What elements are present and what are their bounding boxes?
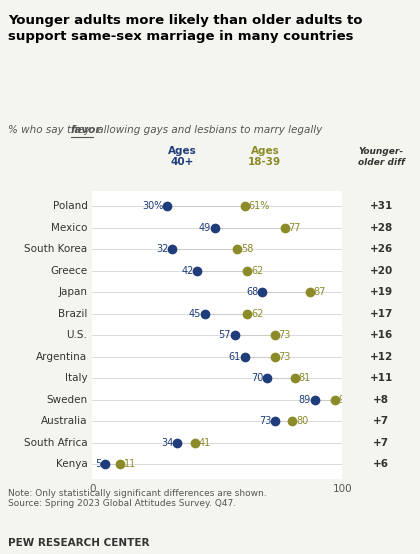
Text: Ages: Ages — [250, 146, 279, 156]
Text: 5: 5 — [95, 459, 101, 469]
Text: 81: 81 — [299, 373, 311, 383]
Text: Brazil: Brazil — [58, 309, 87, 319]
Text: favor: favor — [71, 125, 101, 135]
Text: U.S.: U.S. — [66, 330, 87, 340]
Text: 30%: 30% — [142, 201, 164, 211]
Text: +8: +8 — [373, 394, 389, 404]
Text: 61%: 61% — [249, 201, 270, 211]
Text: +26: +26 — [370, 244, 393, 254]
Text: 73: 73 — [278, 352, 291, 362]
Text: Greece: Greece — [50, 266, 87, 276]
Text: 57: 57 — [218, 330, 231, 340]
Text: 62: 62 — [251, 309, 263, 319]
Text: Argentina: Argentina — [36, 352, 87, 362]
Text: Younger-: Younger- — [359, 147, 404, 156]
Text: 18-39: 18-39 — [248, 157, 281, 167]
Text: Ages: Ages — [168, 146, 197, 156]
Text: allowing gays and lesbians to marry legally: allowing gays and lesbians to marry lega… — [94, 125, 323, 135]
Text: 73: 73 — [278, 330, 291, 340]
Text: +11: +11 — [370, 373, 393, 383]
Text: 42: 42 — [181, 266, 194, 276]
Text: +7: +7 — [373, 416, 389, 426]
Text: Australia: Australia — [41, 416, 87, 426]
Text: 62: 62 — [251, 266, 263, 276]
Text: older diff: older diff — [358, 158, 404, 167]
Text: Kenya: Kenya — [56, 459, 87, 469]
Text: +12: +12 — [370, 352, 393, 362]
Text: 11: 11 — [123, 459, 136, 469]
Text: 41: 41 — [199, 438, 211, 448]
Text: +31: +31 — [370, 201, 393, 211]
Text: South Korea: South Korea — [24, 244, 87, 254]
Text: 70: 70 — [251, 373, 264, 383]
Text: PEW RESEARCH CENTER: PEW RESEARCH CENTER — [8, 538, 150, 548]
Text: +28: +28 — [370, 223, 393, 233]
Text: 61: 61 — [229, 352, 241, 362]
Text: +19: +19 — [370, 287, 393, 297]
Text: +20: +20 — [370, 266, 393, 276]
Text: 58: 58 — [241, 244, 253, 254]
Text: 80: 80 — [296, 416, 308, 426]
Text: 32: 32 — [156, 244, 168, 254]
Text: 89: 89 — [299, 394, 311, 404]
Text: 40+: 40+ — [171, 157, 194, 167]
Text: % who say they: % who say they — [8, 125, 94, 135]
Text: +16: +16 — [370, 330, 393, 340]
Text: 97: 97 — [339, 394, 351, 404]
Text: 45: 45 — [189, 309, 201, 319]
Text: Italy: Italy — [65, 373, 87, 383]
Text: +17: +17 — [370, 309, 393, 319]
Text: Sweden: Sweden — [46, 394, 87, 404]
Text: 68: 68 — [247, 287, 259, 297]
Text: +7: +7 — [373, 438, 389, 448]
Text: South Africa: South Africa — [24, 438, 87, 448]
Text: 77: 77 — [289, 223, 301, 233]
Text: 49: 49 — [199, 223, 211, 233]
Text: 73: 73 — [259, 416, 271, 426]
Text: Younger adults more likely than older adults to
support same-sex marriage in man: Younger adults more likely than older ad… — [8, 14, 363, 43]
Text: +6: +6 — [373, 459, 389, 469]
Text: 87: 87 — [314, 287, 326, 297]
Text: Japan: Japan — [58, 287, 87, 297]
Text: Mexico: Mexico — [51, 223, 87, 233]
Text: Note: Only statistically significant differences are shown.
Source: Spring 2023 : Note: Only statistically significant dif… — [8, 489, 267, 508]
Text: 34: 34 — [161, 438, 173, 448]
Text: Poland: Poland — [52, 201, 87, 211]
